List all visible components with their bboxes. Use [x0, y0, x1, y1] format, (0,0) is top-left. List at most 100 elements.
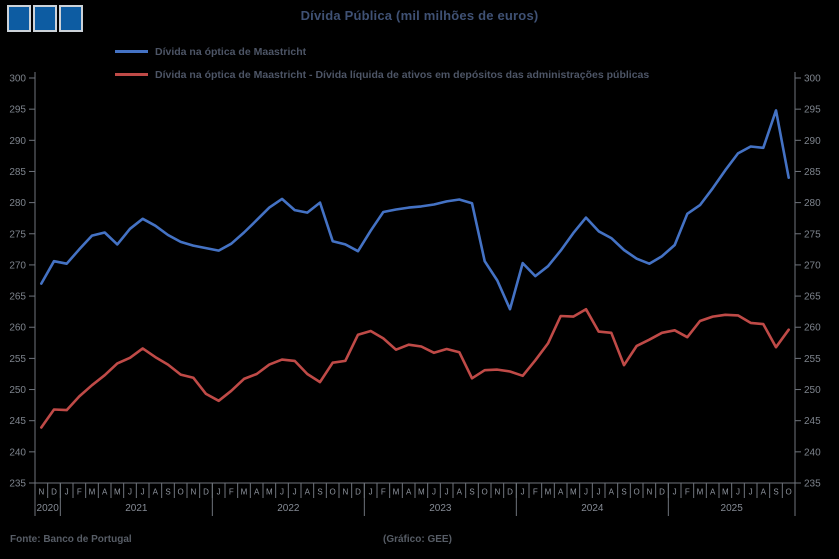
svg-text:A: A [254, 488, 260, 497]
svg-text:D: D [203, 488, 209, 497]
svg-text:265: 265 [9, 292, 26, 303]
series-line-maastricht-debt [39, 109, 791, 311]
svg-text:M: M [114, 488, 121, 497]
svg-text:S: S [773, 488, 778, 497]
svg-text:A: A [305, 488, 311, 497]
svg-text:250: 250 [9, 385, 26, 396]
svg-text:A: A [102, 488, 108, 497]
svg-text:O: O [178, 488, 184, 497]
svg-text:280: 280 [804, 198, 821, 209]
svg-text:A: A [457, 488, 463, 497]
svg-text:M: M [722, 488, 729, 497]
svg-text:285: 285 [804, 167, 821, 178]
svg-text:J: J [673, 488, 677, 497]
svg-text:J: J [293, 488, 297, 497]
legend-line-swatch-red [115, 73, 148, 76]
x-axis-year-labels: 2020 2021 2022 2023 2024 2025 [34, 483, 796, 516]
svg-text:J: J [521, 488, 525, 497]
svg-text:J: J [141, 488, 145, 497]
svg-text:255: 255 [9, 354, 26, 365]
svg-text:D: D [51, 488, 57, 497]
legend-label-net-of-deposits: Dívida na óptica de Maastricht - Dívida … [155, 68, 650, 81]
svg-text:235: 235 [804, 479, 821, 490]
svg-text:M: M [266, 488, 273, 497]
svg-text:S: S [165, 488, 170, 497]
svg-text:J: J [128, 488, 132, 497]
svg-text:2020: 2020 [37, 503, 60, 514]
svg-text:255: 255 [804, 354, 821, 365]
series-line-debt-net-of-deposits [39, 307, 791, 429]
svg-text:A: A [761, 488, 767, 497]
axes [34, 72, 796, 484]
svg-text:S: S [317, 488, 322, 497]
svg-text:270: 270 [804, 260, 821, 271]
svg-text:J: J [280, 488, 284, 497]
svg-text:A: A [406, 488, 412, 497]
chart-legend: Dívida na óptica de Maastricht Dívida na… [115, 40, 649, 86]
legend-item-maastricht: Dívida na óptica de Maastricht [115, 40, 649, 63]
svg-text:F: F [381, 488, 386, 497]
svg-text:280: 280 [9, 198, 26, 209]
svg-text:S: S [469, 488, 474, 497]
svg-text:250: 250 [804, 385, 821, 396]
svg-text:295: 295 [804, 105, 821, 116]
svg-text:N: N [342, 488, 348, 497]
svg-text:275: 275 [804, 229, 821, 240]
source-note: Fonte: Banco de Portugal [10, 534, 132, 545]
svg-text:O: O [634, 488, 640, 497]
svg-text:S: S [621, 488, 626, 497]
legend-item-net-of-deposits: Dívida na óptica de Maastricht - Dívida … [115, 63, 649, 86]
svg-text:F: F [77, 488, 82, 497]
svg-text:260: 260 [804, 323, 821, 334]
svg-text:260: 260 [9, 323, 26, 334]
svg-text:J: J [217, 488, 221, 497]
svg-text:265: 265 [804, 292, 821, 303]
svg-text:D: D [355, 488, 361, 497]
logo-square-3 [59, 5, 83, 32]
svg-text:295: 295 [9, 105, 26, 116]
svg-text:275: 275 [9, 229, 26, 240]
svg-text:245: 245 [804, 416, 821, 427]
svg-text:O: O [786, 488, 792, 497]
svg-text:285: 285 [9, 167, 26, 178]
svg-text:J: J [584, 488, 588, 497]
svg-text:O: O [482, 488, 488, 497]
svg-text:J: J [369, 488, 373, 497]
svg-text:290: 290 [804, 136, 821, 147]
svg-text:F: F [229, 488, 234, 497]
svg-text:A: A [710, 488, 716, 497]
y-axis-left-labels: 235 240 245 250 255 260 265 270 275 280 285 290 295 3… [9, 74, 35, 490]
legend-line-swatch-blue [115, 50, 148, 53]
svg-text:N: N [646, 488, 652, 497]
svg-text:240: 240 [804, 447, 821, 458]
svg-text:N: N [494, 488, 500, 497]
chart-title: Dívida Pública (mil milhões de euros) [300, 8, 539, 23]
svg-text:2021: 2021 [125, 503, 148, 514]
svg-text:M: M [241, 488, 248, 497]
svg-text:M: M [89, 488, 96, 497]
svg-text:D: D [659, 488, 665, 497]
svg-text:245: 245 [9, 416, 26, 427]
svg-text:A: A [153, 488, 159, 497]
svg-text:A: A [609, 488, 615, 497]
svg-text:2023: 2023 [429, 503, 452, 514]
svg-text:2024: 2024 [581, 503, 604, 514]
svg-text:M: M [418, 488, 425, 497]
svg-text:270: 270 [9, 260, 26, 271]
y-axis-right-labels: 235 240 245 250 255 260 265 270 275 280 285 290 295 3… [795, 74, 821, 490]
svg-text:N: N [190, 488, 196, 497]
svg-text:M: M [570, 488, 577, 497]
svg-text:M: M [697, 488, 704, 497]
svg-text:J: J [445, 488, 449, 497]
svg-text:O: O [330, 488, 336, 497]
svg-text:A: A [558, 488, 564, 497]
svg-text:M: M [393, 488, 400, 497]
svg-text:2025: 2025 [721, 503, 744, 514]
svg-text:290: 290 [9, 136, 26, 147]
svg-text:J: J [736, 488, 740, 497]
svg-text:D: D [507, 488, 513, 497]
svg-text:J: J [749, 488, 753, 497]
